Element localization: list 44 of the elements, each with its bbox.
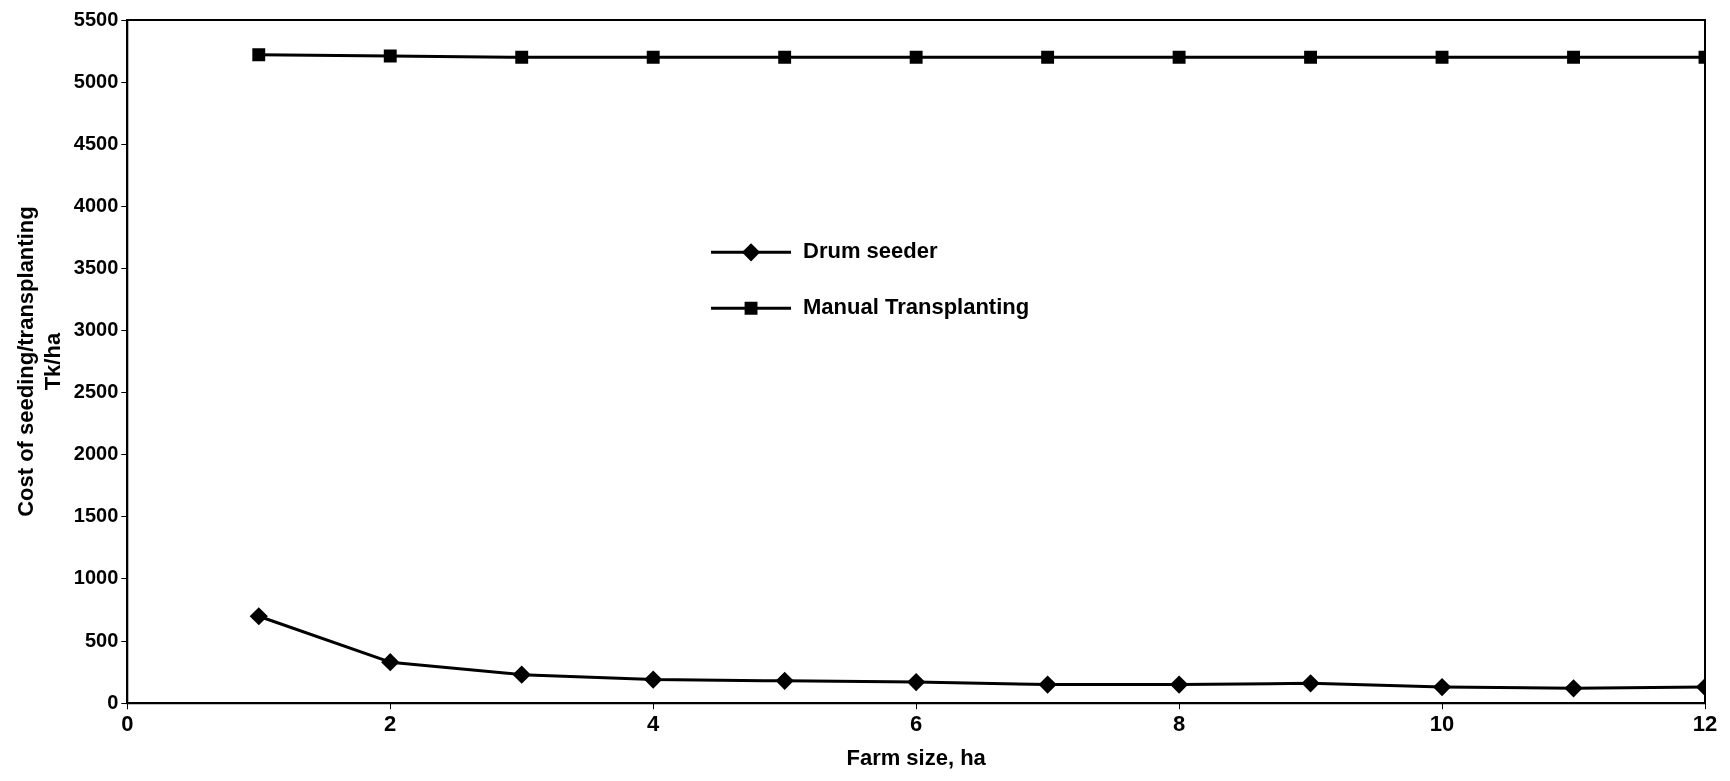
point <box>644 671 662 689</box>
point <box>381 653 399 671</box>
point <box>909 50 923 64</box>
point <box>1170 676 1188 694</box>
point <box>907 673 925 691</box>
x-tick-label: 2 <box>384 711 397 737</box>
point <box>1433 678 1451 696</box>
x-tick-label: 12 <box>1692 711 1718 737</box>
y-tick-label: 5000 <box>73 69 119 92</box>
y-tick-label: 4500 <box>73 131 119 154</box>
point <box>252 48 266 62</box>
y-tick-label: 1500 <box>73 504 119 527</box>
point <box>1302 674 1320 692</box>
y-tick-label: 2500 <box>73 380 119 403</box>
point <box>1304 50 1318 64</box>
point <box>1567 50 1580 64</box>
point <box>646 50 660 64</box>
point <box>1435 50 1449 64</box>
y-tick-label: 0 <box>107 690 119 713</box>
x-tick-label: 4 <box>647 711 661 737</box>
point <box>776 672 794 690</box>
point <box>1039 676 1057 694</box>
point <box>778 50 792 64</box>
point <box>513 666 531 684</box>
y-tick-label: 5500 <box>73 7 119 30</box>
legend-label: Manual Transplanting <box>803 294 1030 320</box>
y-tick-label: 3000 <box>73 318 119 341</box>
point <box>1172 50 1186 64</box>
y-tick-label: 1000 <box>73 566 119 589</box>
point <box>515 50 529 64</box>
y-tick-label: 3500 <box>73 255 119 278</box>
y-tick-label: 500 <box>84 628 119 651</box>
point <box>1041 50 1055 64</box>
point <box>250 607 268 625</box>
y-tick-label: 2000 <box>73 442 119 465</box>
point <box>1565 679 1583 697</box>
x-tick-label: 10 <box>1429 711 1455 737</box>
y-tick-label: 4000 <box>73 193 119 216</box>
point <box>383 49 397 63</box>
x-axis-title: Farm size, ha <box>846 744 987 770</box>
x-tick-label: 8 <box>1172 711 1186 737</box>
y-axis-title: Cost of seeding/transplanting Tk/ha <box>13 206 65 517</box>
legend-label: Drum seeder <box>803 238 938 264</box>
x-tick-label: 6 <box>910 711 923 737</box>
